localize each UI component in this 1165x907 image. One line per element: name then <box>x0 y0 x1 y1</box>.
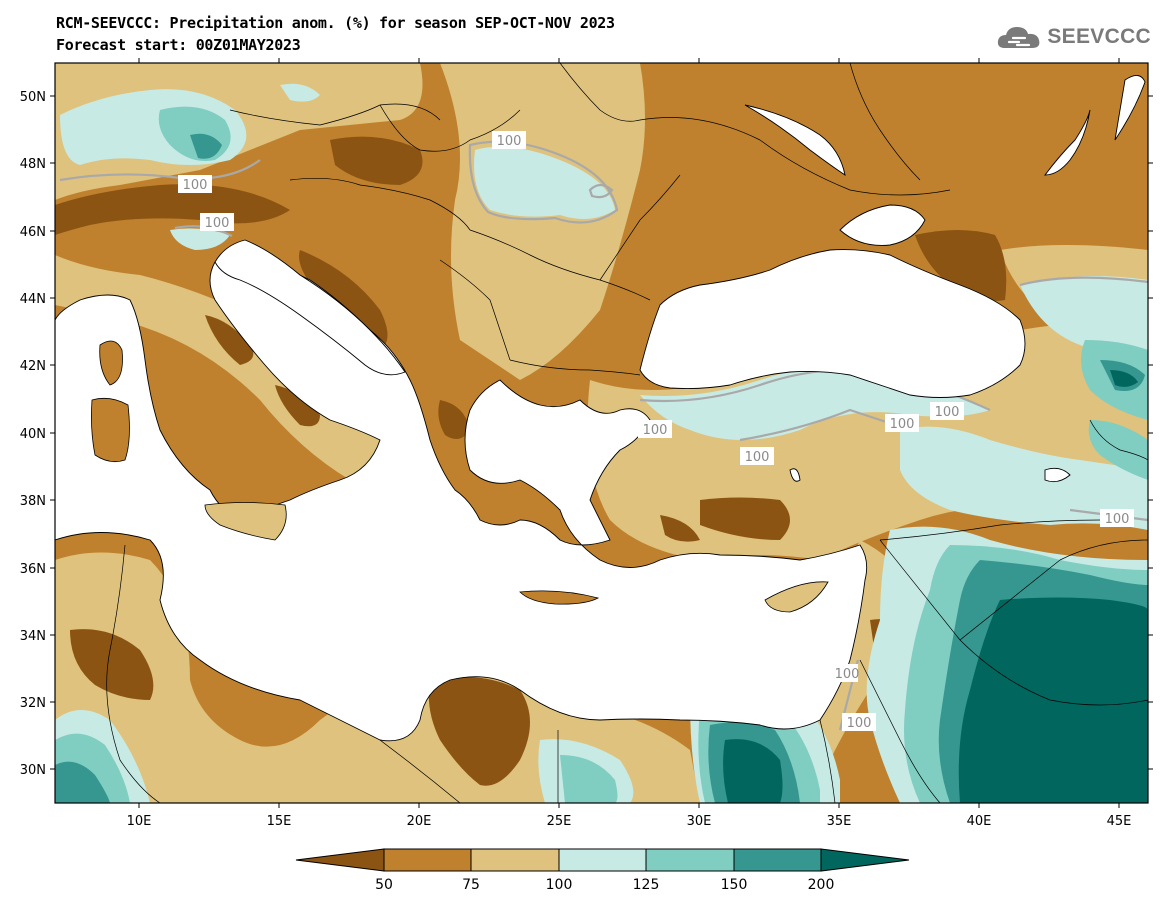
lat-tick-label: 48N <box>20 157 46 172</box>
lon-tick-label: 20E <box>407 814 432 829</box>
svg-text:100: 100 <box>1105 512 1130 527</box>
contour-labels: 100 100 100 100 100 100 100 100 100 100 <box>178 131 1134 731</box>
colorbar-label: 75 <box>462 877 480 893</box>
contour-label: 100 <box>200 213 234 231</box>
lat-tick-label: 46N <box>20 225 46 240</box>
svg-text:100: 100 <box>643 423 668 438</box>
cloud-icon <box>998 27 1040 48</box>
lat-axis: 50N 48N 46N 44N 42N 40N 38N 36N 34N 32N … <box>20 90 1153 778</box>
field-above-200 <box>723 370 1148 803</box>
colorbar-label: 150 <box>721 877 748 893</box>
colorbar-label: 200 <box>808 877 835 893</box>
lat-tick-label: 38N <box>20 494 46 509</box>
colorbar <box>295 848 910 872</box>
colorbar-label: 50 <box>375 877 393 893</box>
svg-text:100: 100 <box>935 405 960 420</box>
map-title: RCM-SEEVCCC: Precipitation anom. (%) for… <box>56 14 615 32</box>
lon-tick-label: 25E <box>547 814 572 829</box>
colorbar-above-200 <box>820 848 910 872</box>
lat-tick-label: 44N <box>20 292 46 307</box>
sea-areas <box>55 75 1146 742</box>
lon-tick-label: 15E <box>267 814 292 829</box>
lon-tick-label: 40E <box>967 814 992 829</box>
svg-text:100: 100 <box>745 450 770 465</box>
lon-tick-label: 45E <box>1107 814 1132 829</box>
colorbar-labels: 50 75 100 125 150 200 <box>375 877 834 893</box>
contour-label: 100 <box>638 420 672 438</box>
svg-text:100: 100 <box>835 667 860 682</box>
lat-tick-label: 42N <box>20 359 46 374</box>
lon-tick-label: 10E <box>127 814 152 829</box>
lat-tick-label: 34N <box>20 629 46 644</box>
colorbar-100-125 <box>558 848 647 872</box>
contour-label: 100 <box>178 175 212 193</box>
colorbar-150-200 <box>733 848 822 872</box>
colorbar-125-150 <box>645 848 735 872</box>
contour-label: 100 <box>842 713 876 731</box>
lon-axis: 10E 15E 20E 25E 30E 35E 40E 45E <box>127 58 1132 829</box>
colorbar-below-50 <box>295 848 385 872</box>
lat-tick-label: 30N <box>20 763 46 778</box>
contour-label: 100 <box>492 131 526 149</box>
seevccc-logo: SEEVCCC <box>995 22 1151 52</box>
map-fields: 100 100 100 100 100 100 100 100 100 100 <box>55 63 1148 803</box>
lat-tick-label: 50N <box>20 90 46 105</box>
colorbar-50-75 <box>383 848 472 872</box>
lon-tick-label: 35E <box>827 814 852 829</box>
svg-text:100: 100 <box>890 417 915 432</box>
contour-label: 100 <box>1100 509 1134 527</box>
country-borders <box>106 63 1148 803</box>
lon-tick-label: 30E <box>687 814 712 829</box>
colorbar-label: 125 <box>633 877 660 893</box>
islands <box>91 340 829 613</box>
colorbar-label: 100 <box>546 877 573 893</box>
svg-text:100: 100 <box>497 134 522 149</box>
contour-label: 100 <box>835 664 860 682</box>
forecast-start-label: Forecast start: 00Z01MAY2023 <box>56 36 301 54</box>
lat-tick-label: 32N <box>20 696 46 711</box>
colorbar-75-100 <box>470 848 560 872</box>
logo-text: SEEVCCC <box>1047 25 1151 48</box>
lat-tick-label: 36N <box>20 562 46 577</box>
lat-tick-label: 40N <box>20 427 46 442</box>
contour-label: 100 <box>930 402 964 420</box>
contour-label: 100 <box>885 414 919 432</box>
svg-text:100: 100 <box>183 178 208 193</box>
contour-label: 100 <box>740 447 774 465</box>
svg-text:100: 100 <box>847 716 872 731</box>
svg-text:100: 100 <box>205 216 230 231</box>
